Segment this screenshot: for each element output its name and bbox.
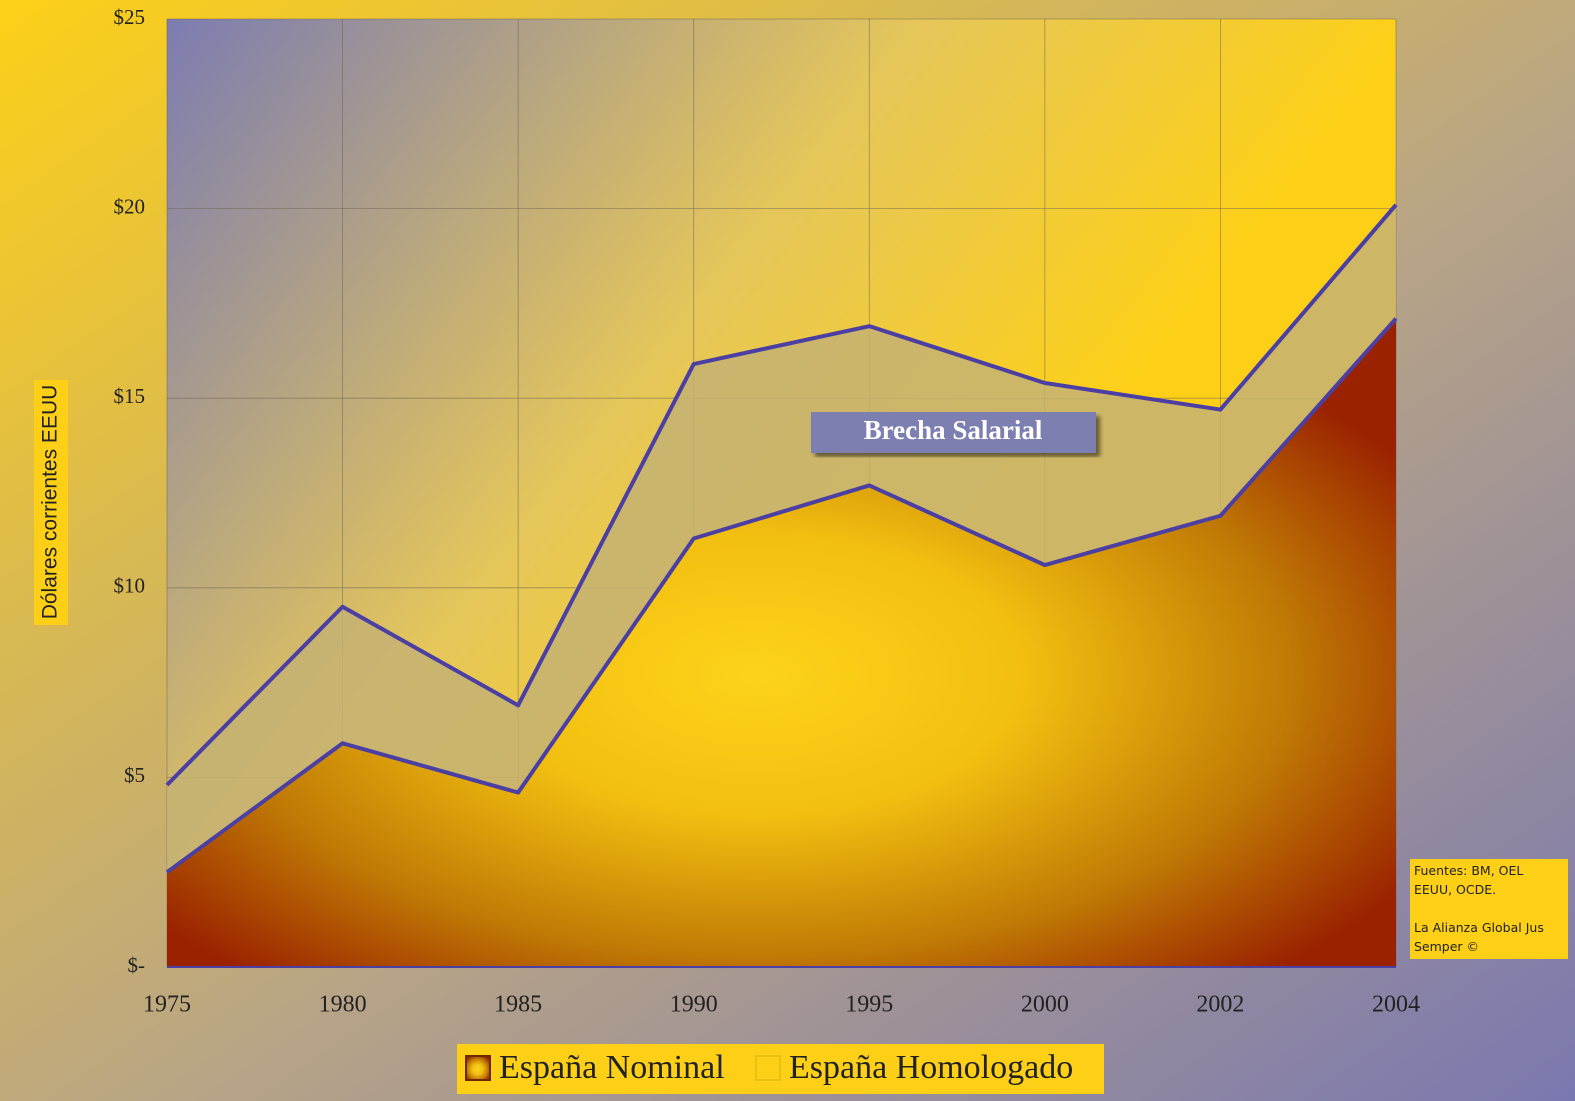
source-line: La Alianza Global Jus Semper © [1414,920,1544,954]
y-tick-label: $20 [114,194,146,218]
source-line: Fuentes: BM, OEL EEUU, OCDE. [1414,863,1524,897]
x-tick-label: 2002 [1196,992,1244,1018]
y-axis-label: Dólares corrientes EEUU [39,385,62,620]
annotation: Brecha Salarial [864,415,1043,445]
x-tick-label: 1985 [494,992,542,1018]
line [165,317,1398,874]
x-tick-label: 2000 [1021,992,1069,1018]
x-tick-label: 1990 [670,992,718,1018]
legend-swatch [755,1055,781,1081]
y-tick-label: $25 [114,5,146,29]
legend-swatch [465,1055,491,1081]
x-tick-label: 1995 [845,992,893,1018]
y-tick-label: $- [128,953,146,977]
area [167,318,1396,967]
line [165,203,1398,787]
x-tick-label: 1975 [143,992,191,1018]
y-tick-label: $5 [124,763,145,787]
x-tick-label: 2004 [1372,992,1420,1018]
y-tick-label: $15 [114,384,146,408]
x-tick-label: 1980 [319,992,367,1018]
source-note: Fuentes: BM, OEL EEUU, OCDE. La Alianza … [1410,859,1568,959]
annotation-box [811,412,1096,453]
legend-label: España Nominal [499,1049,725,1086]
y-label-box [34,380,68,625]
y-tick-label: $10 [114,574,146,598]
legend-label: España Homologado [789,1049,1073,1086]
